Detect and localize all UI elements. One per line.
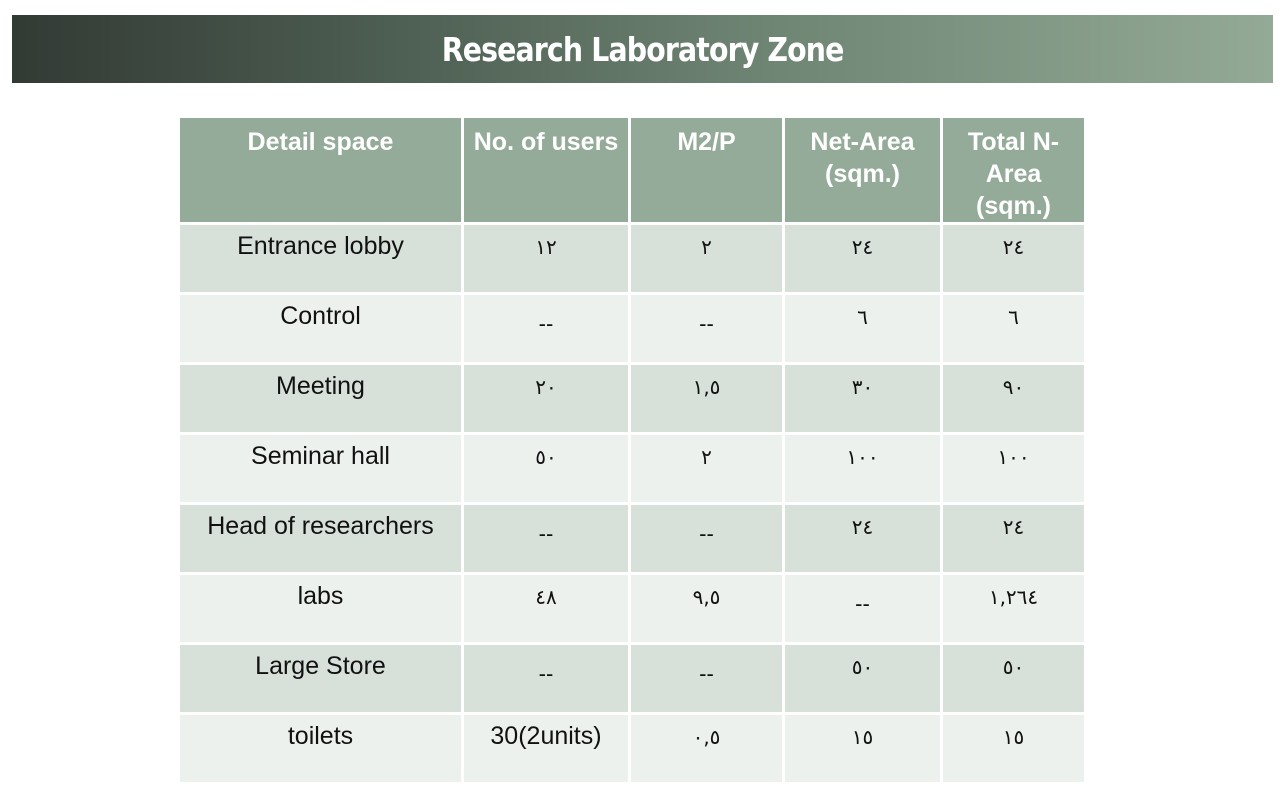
cell-m2-per-person: ٢ (631, 435, 782, 502)
column-header-net-area: Net-Area (sqm.) (785, 118, 940, 222)
cell-detail-space: Meeting (180, 365, 461, 432)
column-header-m2-per-person: M2/P (631, 118, 782, 222)
cell-m2-per-person: -- (631, 295, 782, 362)
cell-detail-space: toilets (180, 715, 461, 782)
table-row: Control -- -- ٦ ٦ (180, 295, 1084, 362)
page-title: Research Laboratory Zone (441, 29, 845, 69)
zone-table-container: Detail space No. of users M2/P Net-Area … (180, 118, 1084, 782)
cell-total-area: ٢٤ (943, 225, 1084, 292)
cell-detail-space: Large Store (180, 645, 461, 712)
cell-users: -- (464, 505, 628, 572)
cell-total-area: ١٠٠ (943, 435, 1084, 502)
cell-m2-per-person: -- (631, 645, 782, 712)
cell-total-area: ٦ (943, 295, 1084, 362)
table-row: toilets 30(2units) ٠,٥ ١٥ ١٥ (180, 715, 1084, 782)
cell-users: ١٢ (464, 225, 628, 292)
cell-m2-per-person: ٠,٥ (631, 715, 782, 782)
cell-total-area: ١,٢٦٤ (943, 575, 1084, 642)
cell-users: ٢٠ (464, 365, 628, 432)
cell-total-area: ٥٠ (943, 645, 1084, 712)
cell-net-area: -- (785, 575, 940, 642)
cell-net-area: ١٥ (785, 715, 940, 782)
cell-m2-per-person: ١,٥ (631, 365, 782, 432)
table-row: Seminar hall ٥٠ ٢ ١٠٠ ١٠٠ (180, 435, 1084, 502)
cell-m2-per-person: -- (631, 505, 782, 572)
cell-users: -- (464, 295, 628, 362)
column-header-total-area: Total N-Area (sqm.) (943, 118, 1084, 222)
cell-total-area: ٢٤ (943, 505, 1084, 572)
table-row: Meeting ٢٠ ١,٥ ٣٠ ٩٠ (180, 365, 1084, 432)
column-header-users: No. of users (464, 118, 628, 222)
cell-net-area: ٢٤ (785, 225, 940, 292)
cell-detail-space: labs (180, 575, 461, 642)
cell-m2-per-person: ٢ (631, 225, 782, 292)
cell-net-area: ٣٠ (785, 365, 940, 432)
table-row: Entrance lobby ١٢ ٢ ٢٤ ٢٤ (180, 225, 1084, 292)
table-row: labs ٤٨ ٩,٥ -- ١,٢٦٤ (180, 575, 1084, 642)
cell-total-area: ٩٠ (943, 365, 1084, 432)
table-row: Large Store -- -- ٥٠ ٥٠ (180, 645, 1084, 712)
cell-net-area: ٥٠ (785, 645, 940, 712)
cell-m2-per-person: ٩,٥ (631, 575, 782, 642)
column-header-detail-space: Detail space (180, 118, 461, 222)
cell-net-area: ٢٤ (785, 505, 940, 572)
table-header-row: Detail space No. of users M2/P Net-Area … (180, 118, 1084, 222)
cell-detail-space: Control (180, 295, 461, 362)
cell-detail-space: Entrance lobby (180, 225, 461, 292)
zone-table: Detail space No. of users M2/P Net-Area … (177, 115, 1087, 785)
cell-users: ٥٠ (464, 435, 628, 502)
cell-net-area: ١٠٠ (785, 435, 940, 502)
cell-detail-space: Seminar hall (180, 435, 461, 502)
cell-users: -- (464, 645, 628, 712)
cell-users: ٤٨ (464, 575, 628, 642)
table-row: Head of researchers -- -- ٢٤ ٢٤ (180, 505, 1084, 572)
cell-users: 30(2units) (464, 715, 628, 782)
cell-total-area: ١٥ (943, 715, 1084, 782)
title-banner: Research Laboratory Zone (12, 15, 1273, 83)
cell-detail-space: Head of researchers (180, 505, 461, 572)
cell-net-area: ٦ (785, 295, 940, 362)
